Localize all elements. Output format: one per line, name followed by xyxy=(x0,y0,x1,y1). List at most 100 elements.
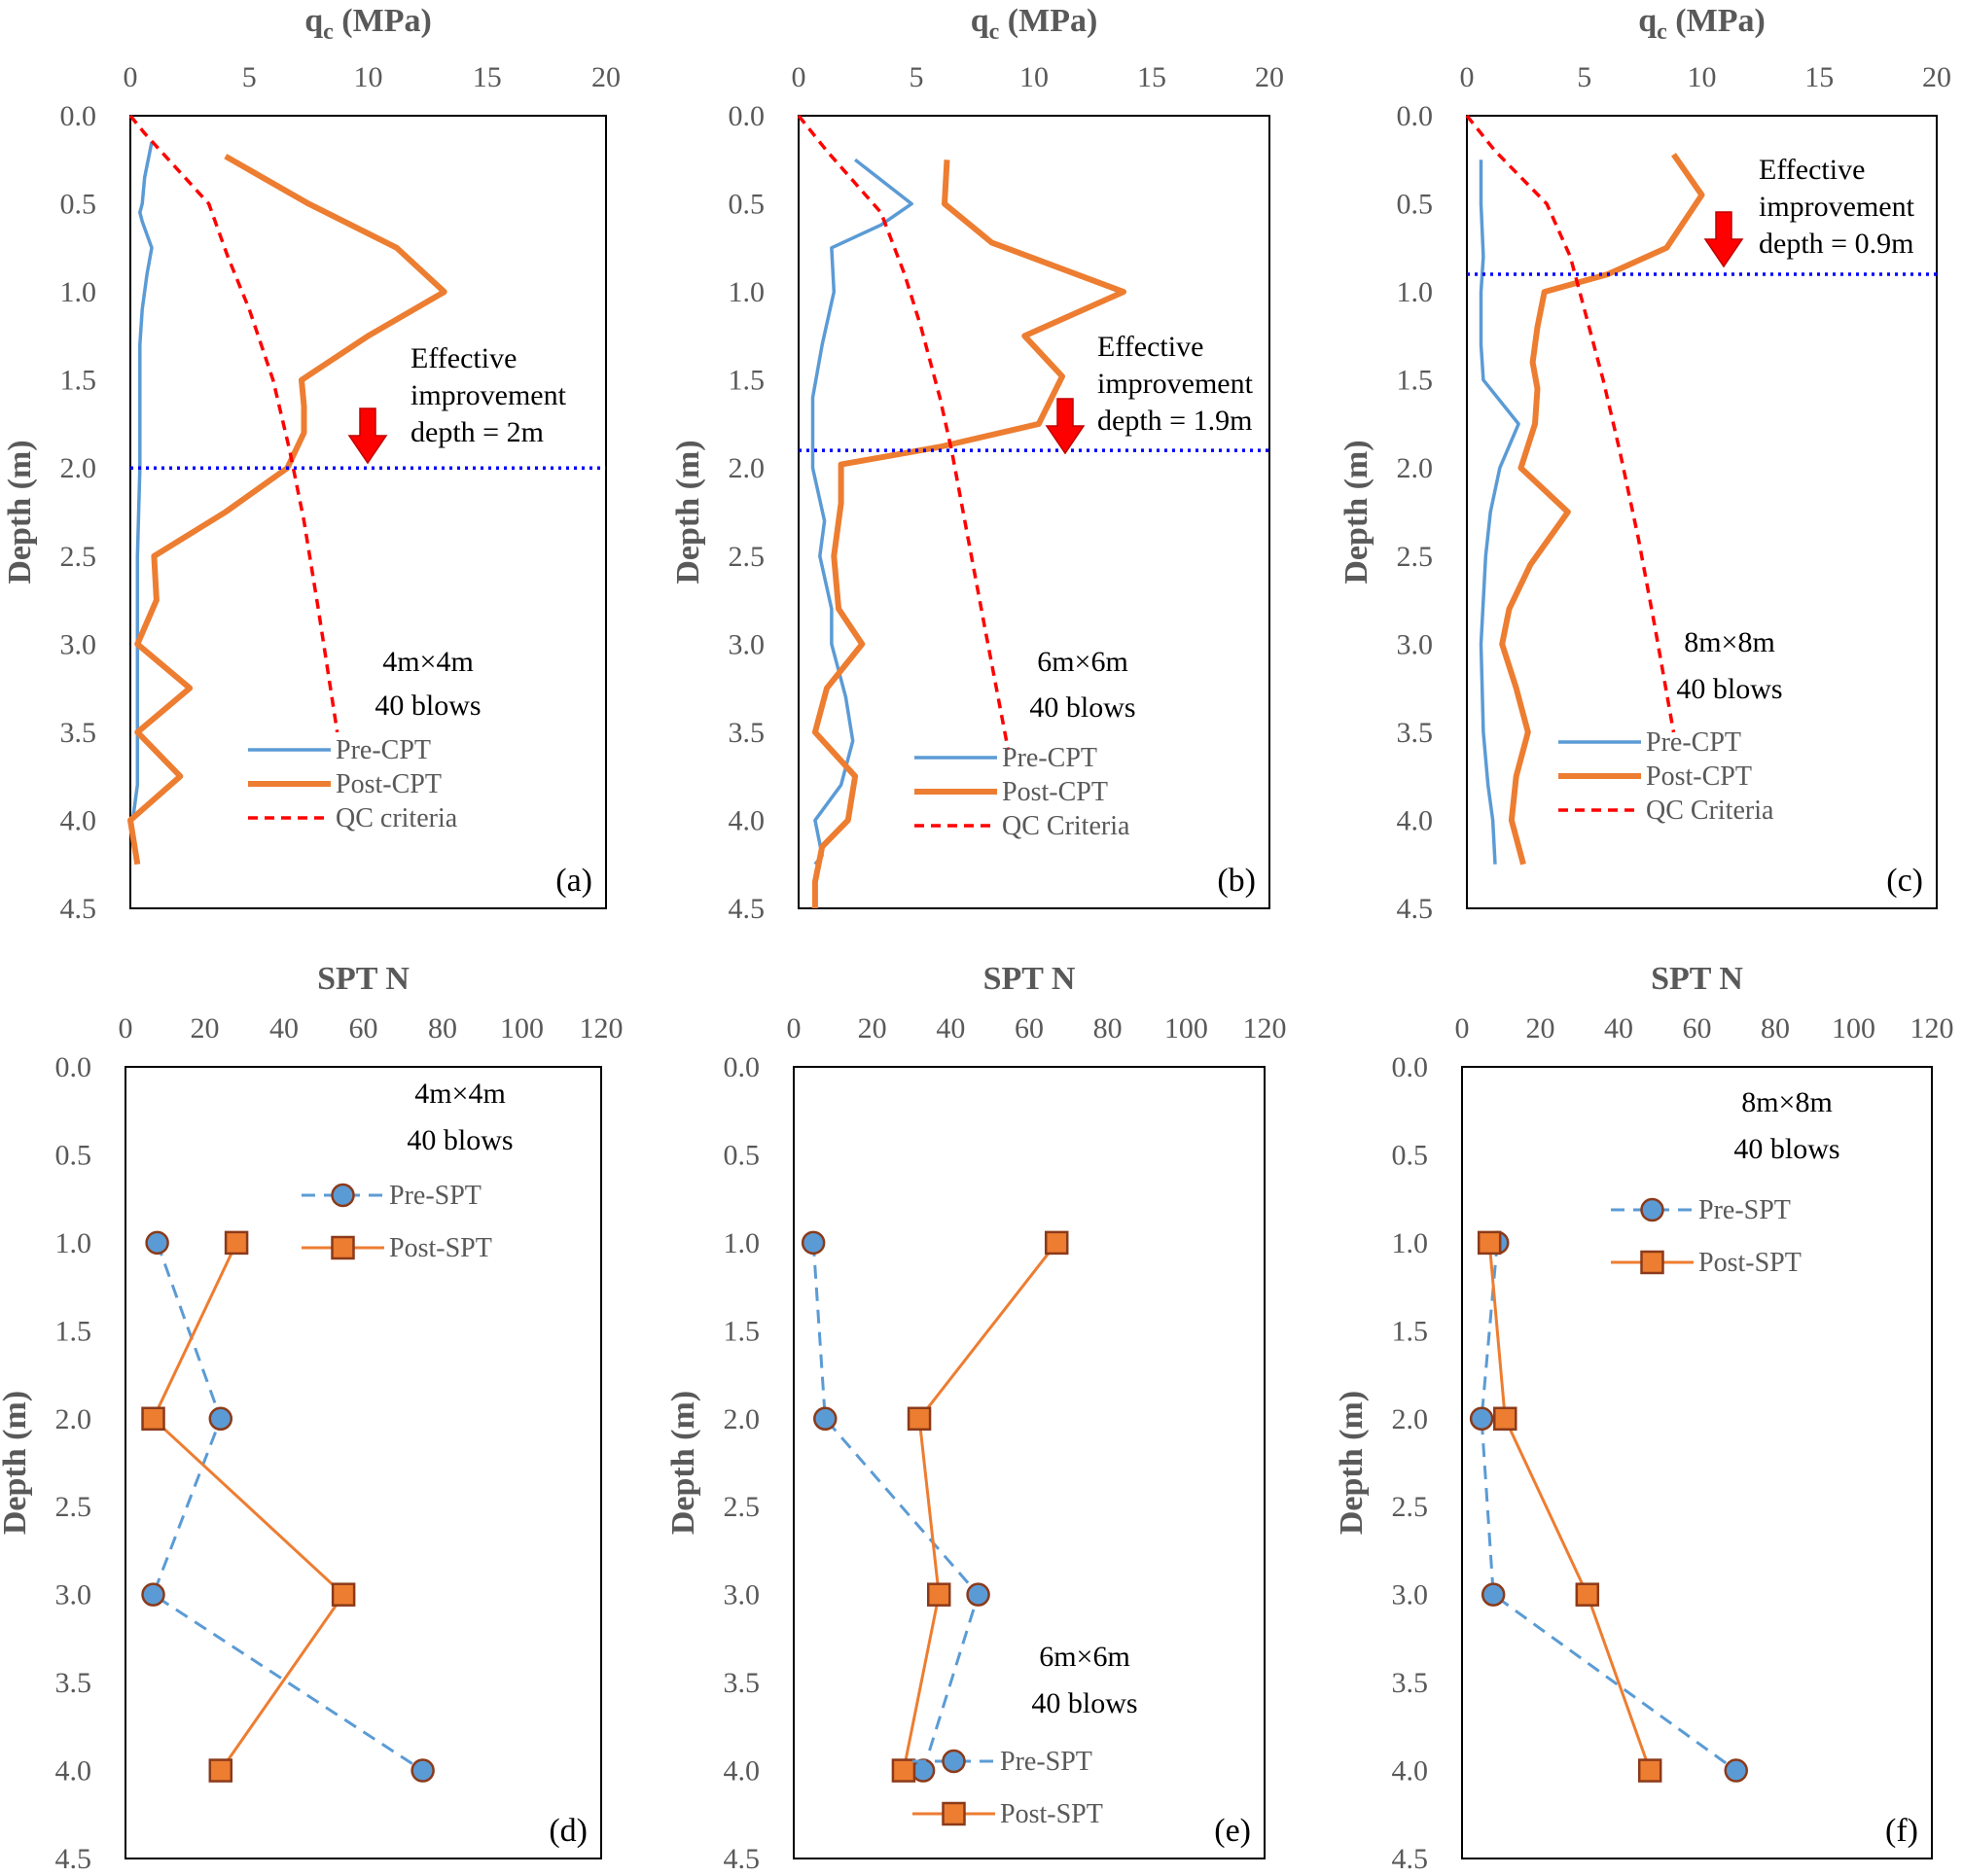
series-line-pre-spt xyxy=(811,1242,981,1772)
data-point-post-spt xyxy=(208,1758,233,1783)
series-line-qc-criteria xyxy=(797,114,1011,751)
y-tick-label: 4.5 xyxy=(1397,893,1434,925)
legend-label: Post-SPT xyxy=(1698,1248,1802,1278)
x-axis-title-sub: c xyxy=(1657,19,1667,45)
y-tick-label: 3.5 xyxy=(724,1667,761,1699)
data-point-post-spt xyxy=(331,1582,356,1607)
y-tick-label: 0.0 xyxy=(724,1051,761,1083)
y-tick-label: 2.5 xyxy=(1392,1491,1429,1523)
x-tick-label: 60 xyxy=(1015,1012,1044,1044)
x-tick-label: 10 xyxy=(1019,61,1049,93)
data-point-post-spt xyxy=(907,1406,932,1432)
spacing-annotation: 4m×4m xyxy=(414,1078,506,1110)
series-line-pre-cpt xyxy=(1479,159,1520,865)
spacing-annotation: 8m×8m xyxy=(1684,626,1775,658)
effective-depth-text: depth = 2m xyxy=(410,416,544,448)
y-tick-label: 1.5 xyxy=(1397,365,1434,397)
y-axis-title: Depth (m) xyxy=(665,1391,701,1535)
x-tick-label: 15 xyxy=(473,61,502,93)
spacing-annotation: 40 blows xyxy=(375,690,481,722)
y-tick-label: 1.5 xyxy=(1392,1315,1429,1347)
spacing-annotation: 40 blows xyxy=(1733,1133,1839,1165)
plot-frame xyxy=(793,1066,1266,1859)
data-point-pre-spt xyxy=(966,1582,990,1607)
x-tick-label: 100 xyxy=(500,1012,544,1044)
legend-label: QC Criteria xyxy=(1646,796,1774,826)
x-axis-title-unit: (MPa) xyxy=(1667,3,1766,39)
x-tick-label: 5 xyxy=(242,61,257,93)
legend-label: Post-CPT xyxy=(1002,777,1108,807)
x-tick-label: 0 xyxy=(792,61,806,93)
panel-b: 0 5 10 15 20 0.0 0.5 1.0 1.5 2.0 2.5 3.0 3.5 4.0 4.5 qc… xyxy=(670,3,1284,925)
y-tick-label: 4.0 xyxy=(724,1755,761,1788)
data-point-pre-spt xyxy=(1724,1758,1748,1783)
data-point-post-spt xyxy=(1637,1758,1662,1783)
y-tick-label: 4.0 xyxy=(729,804,766,836)
x-tick-label: 20 xyxy=(858,1012,887,1044)
x-tick-label: 60 xyxy=(1683,1012,1712,1044)
panel-label: (e) xyxy=(1214,1813,1251,1849)
legend-label: Pre-CPT xyxy=(1002,743,1097,773)
data-point-pre-spt xyxy=(208,1406,233,1432)
panel-label: (c) xyxy=(1886,863,1923,899)
series-line-pre-cpt xyxy=(130,141,154,821)
spacing-annotation: 8m×8m xyxy=(1741,1086,1833,1118)
data-point-pre-spt xyxy=(910,1758,936,1783)
plot-frame xyxy=(798,115,1270,909)
spacing-annotation: 6m×6m xyxy=(1037,646,1128,678)
y-tick-label: 3.0 xyxy=(1397,628,1434,660)
legend-label: Pre-SPT xyxy=(1000,1747,1092,1777)
spacing-annotation: 40 blows xyxy=(1676,673,1782,705)
x-tick-label: 20 xyxy=(1526,1012,1555,1044)
x-axis-title-sub: c xyxy=(989,19,1000,45)
x-axis-title: SPT N xyxy=(1651,961,1743,997)
data-point-pre-spt xyxy=(813,1406,838,1432)
y-tick-label: 0.0 xyxy=(729,100,766,132)
legend-label: Pre-CPT xyxy=(336,735,431,765)
panel-c: 0 5 10 15 20 0.0 0.5 1.0 1.5 2.0 2.5 3.0 3.5 4.0 4.5 qc… xyxy=(1338,3,1951,925)
legend-marker-square xyxy=(1640,1250,1664,1275)
data-point-post-spt xyxy=(224,1230,249,1256)
y-tick-label: 1.0 xyxy=(729,276,766,308)
x-tick-label: 40 xyxy=(269,1012,299,1044)
y-tick-label: 2.5 xyxy=(729,541,766,573)
x-tick-label: 0 xyxy=(1460,61,1475,93)
panel-e: 0 20 40 60 80 100 120 0.0 0.5 1.0 1.5 2.0 2.5 3.0 3.5 4… xyxy=(665,961,1287,1875)
legend-label: QC criteria xyxy=(336,803,458,833)
y-tick-label: 4.0 xyxy=(1397,804,1434,836)
x-axis-title-main: q xyxy=(971,3,989,39)
x-axis-title-main: q xyxy=(1638,3,1657,39)
panel-label: (d) xyxy=(549,1813,588,1849)
x-tick-label: 20 xyxy=(1255,61,1284,93)
y-axis-title: Depth (m) xyxy=(0,1391,33,1535)
data-point-pre-spt xyxy=(410,1758,435,1783)
effective-depth-text: Effective xyxy=(410,342,517,374)
data-point-pre-spt xyxy=(1469,1406,1494,1432)
y-tick-label: 2.5 xyxy=(60,541,97,573)
data-point-post-spt xyxy=(1575,1582,1600,1607)
legend-marker-circle xyxy=(942,1749,966,1774)
legend-marker-circle xyxy=(1640,1197,1664,1222)
y-tick-label: 4.0 xyxy=(60,804,97,836)
y-tick-label: 1.5 xyxy=(55,1315,92,1347)
x-tick-label: 15 xyxy=(1137,61,1166,93)
data-point-pre-spt xyxy=(801,1230,826,1256)
data-point-pre-spt xyxy=(141,1582,165,1607)
y-tick-label: 3.0 xyxy=(55,1579,92,1611)
y-tick-label: 0.5 xyxy=(60,189,97,221)
down-arrow-icon xyxy=(1703,211,1744,268)
legend-marker-square xyxy=(942,1801,966,1826)
x-tick-label: 40 xyxy=(936,1012,965,1044)
legend-label: Post-CPT xyxy=(336,769,442,799)
panel-label: (b) xyxy=(1217,863,1256,899)
legend-label: QC Criteria xyxy=(1002,811,1130,841)
x-tick-label: 80 xyxy=(428,1012,457,1044)
x-axis-title-unit: (MPa) xyxy=(999,3,1097,39)
panel-label: (f) xyxy=(1885,1813,1918,1849)
series-line-post-cpt xyxy=(1499,153,1705,866)
y-tick-label: 4.5 xyxy=(1392,1843,1429,1875)
data-point-post-spt xyxy=(891,1758,916,1783)
effective-depth-text: depth = 1.9m xyxy=(1097,405,1252,437)
x-tick-label: 0 xyxy=(787,1012,802,1044)
effective-depth-text: Effective xyxy=(1097,331,1203,363)
